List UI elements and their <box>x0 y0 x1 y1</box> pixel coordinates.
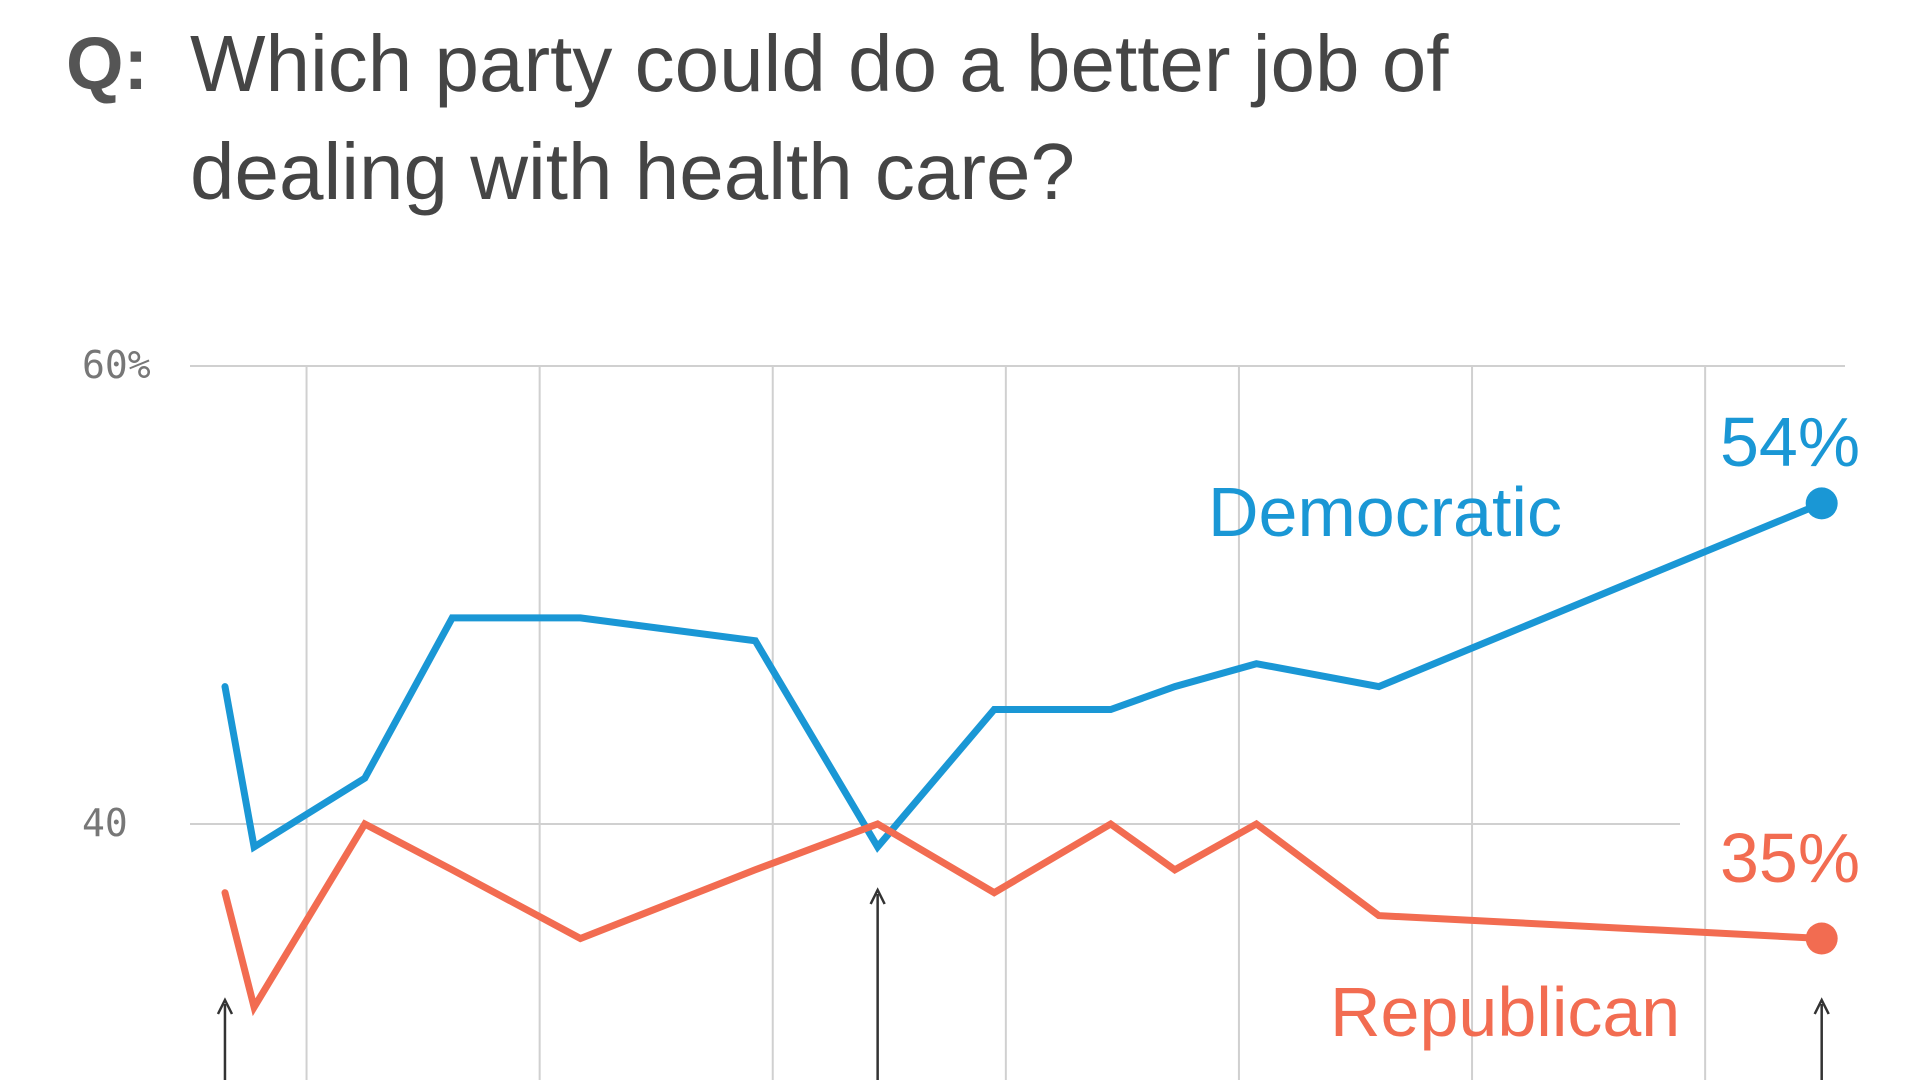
end-marker-republican <box>1805 922 1838 955</box>
question-prefix: Q: <box>66 22 149 105</box>
series-line-republican <box>221 819 1826 1017</box>
y-tick-label-60: 60% <box>82 343 151 387</box>
annotation-arrowhead-2 <box>1813 997 1830 1015</box>
annotation-arrowhead-1 <box>869 887 886 905</box>
grid <box>190 365 1845 1080</box>
annotation-arrows <box>216 887 1830 1080</box>
y-tick-label-40: 40 <box>82 801 128 845</box>
series-label-democratic: Democratic <box>1208 473 1562 551</box>
labels: 60% 40 Democratic Republican 54% 35% <box>82 343 1860 1051</box>
end-label-republican: 35% <box>1720 819 1860 897</box>
end-label-democratic: 54% <box>1720 403 1860 481</box>
annotation-arrowhead-0 <box>216 997 234 1015</box>
question-text: Which party could do a better job of dea… <box>190 19 1449 216</box>
end-marker-democratic <box>1805 487 1838 520</box>
series-line-democratic <box>221 499 1826 853</box>
question-header: Q: Which party could do a better job of … <box>66 10 1866 226</box>
series-label-republican: Republican <box>1330 973 1680 1051</box>
series <box>221 487 1838 1017</box>
